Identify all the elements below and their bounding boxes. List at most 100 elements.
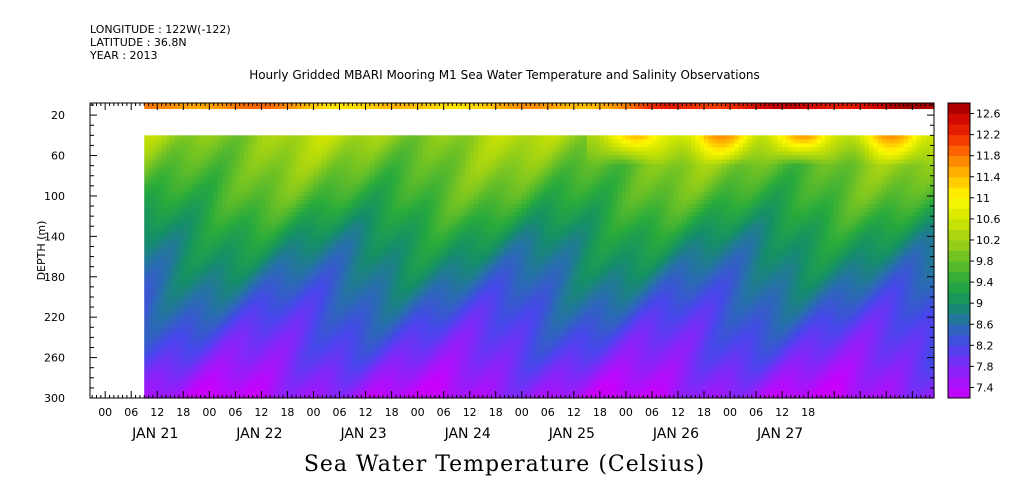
heatmap-cell <box>664 143 670 149</box>
heatmap-cell <box>769 155 775 161</box>
heatmap-cell <box>283 191 289 197</box>
heatmap-cell <box>929 103 935 110</box>
heatmap-cell <box>443 224 449 229</box>
heatmap-cell <box>539 236 545 241</box>
heatmap-cell <box>526 147 532 153</box>
heatmap-cell <box>725 171 731 177</box>
heatmap-cell <box>257 171 262 177</box>
heatmap-cell <box>200 163 206 169</box>
heatmap-cell <box>812 171 818 177</box>
heatmap-cell <box>339 183 345 189</box>
heatmap-cell <box>526 159 532 165</box>
heatmap-cell <box>413 204 419 209</box>
heatmap-cell <box>348 183 354 189</box>
heatmap-cell <box>547 147 553 153</box>
heatmap-cell <box>356 135 362 140</box>
heatmap-cell <box>152 155 158 161</box>
heatmap-cell <box>447 103 453 110</box>
heatmap-cell <box>664 155 670 161</box>
heatmap-cell <box>565 171 571 177</box>
heatmap-cell <box>725 135 731 140</box>
heatmap-cell <box>760 155 766 161</box>
heatmap-cell <box>881 191 887 197</box>
heatmap-cell <box>773 191 779 197</box>
heatmap-cell <box>777 191 783 197</box>
heatmap-cell <box>925 199 931 205</box>
heatmap-cell <box>769 183 775 189</box>
heatmap-cell <box>756 232 762 237</box>
heatmap-cell <box>708 232 714 237</box>
heatmap-cell <box>569 204 575 209</box>
heatmap-cell <box>526 199 532 205</box>
heatmap-cell <box>855 199 861 205</box>
heatmap-cell <box>200 232 206 237</box>
heatmap-cell <box>643 139 649 145</box>
heatmap-cell <box>925 232 931 237</box>
heatmap-cell <box>743 135 749 140</box>
heatmap-cell <box>669 155 675 161</box>
heatmap-cell <box>812 155 818 161</box>
heatmap-cell <box>578 212 584 217</box>
heatmap-cell <box>257 228 262 233</box>
heatmap-cell <box>231 175 236 181</box>
heatmap-cell <box>395 163 401 169</box>
heatmap-cell <box>265 175 271 181</box>
heatmap-cell <box>461 171 466 177</box>
heatmap-cell <box>851 139 857 145</box>
heatmap-cell <box>929 216 935 221</box>
heatmap-cell <box>569 175 575 181</box>
heatmap-cell <box>174 163 180 169</box>
heatmap-cell <box>699 171 705 177</box>
heatmap-cell <box>565 155 571 161</box>
heatmap-cell <box>730 139 735 145</box>
heatmap-cell <box>812 220 818 225</box>
heatmap-cell <box>218 212 223 217</box>
heatmap-cell <box>417 224 423 229</box>
heatmap-cell <box>270 167 276 173</box>
heatmap-cell <box>565 208 571 213</box>
heatmap-cell <box>430 191 436 197</box>
heatmap-cell <box>413 220 419 225</box>
heatmap-cell <box>777 224 783 229</box>
heatmap-cell <box>673 163 679 169</box>
heatmap-cell <box>170 240 176 246</box>
heatmap-cell <box>760 135 766 140</box>
heatmap-cell <box>530 204 536 209</box>
heatmap-cell <box>803 147 809 153</box>
heatmap-cell <box>730 208 735 213</box>
heatmap-cell <box>148 236 154 241</box>
heatmap-cell <box>751 167 757 173</box>
heatmap-cell <box>730 183 735 189</box>
heatmap-cell <box>790 195 796 201</box>
heatmap-cell <box>465 195 471 201</box>
heatmap-cell <box>183 143 189 149</box>
heatmap-cell <box>222 175 228 181</box>
heatmap-cell <box>691 163 696 169</box>
heatmap-cell <box>920 179 926 185</box>
heatmap-cell <box>144 220 150 225</box>
heatmap-cell <box>178 167 184 173</box>
heatmap-cell <box>825 187 831 193</box>
heatmap-cell <box>617 147 623 153</box>
heatmap-cell <box>920 167 926 173</box>
heatmap-cell <box>643 175 649 181</box>
heatmap-cell <box>864 143 870 149</box>
heatmap-cell <box>560 195 566 201</box>
heatmap-cell <box>508 139 514 145</box>
heatmap-cell <box>317 171 323 177</box>
heatmap-cell <box>209 151 215 157</box>
heatmap-cell <box>725 139 731 145</box>
heatmap-cell <box>795 195 801 201</box>
heatmap-cell <box>226 175 232 181</box>
heatmap-cell <box>877 167 883 173</box>
heatmap-cell <box>877 236 883 241</box>
heatmap-cell <box>608 216 614 221</box>
heatmap-cell <box>630 220 636 225</box>
heatmap-cell <box>400 228 406 233</box>
heatmap-cell <box>751 195 757 201</box>
heatmap-cell <box>218 143 223 149</box>
heatmap-cell <box>708 195 714 201</box>
heatmap-cell <box>356 212 362 217</box>
heatmap-cell <box>547 224 553 229</box>
heatmap-cell <box>578 143 584 149</box>
